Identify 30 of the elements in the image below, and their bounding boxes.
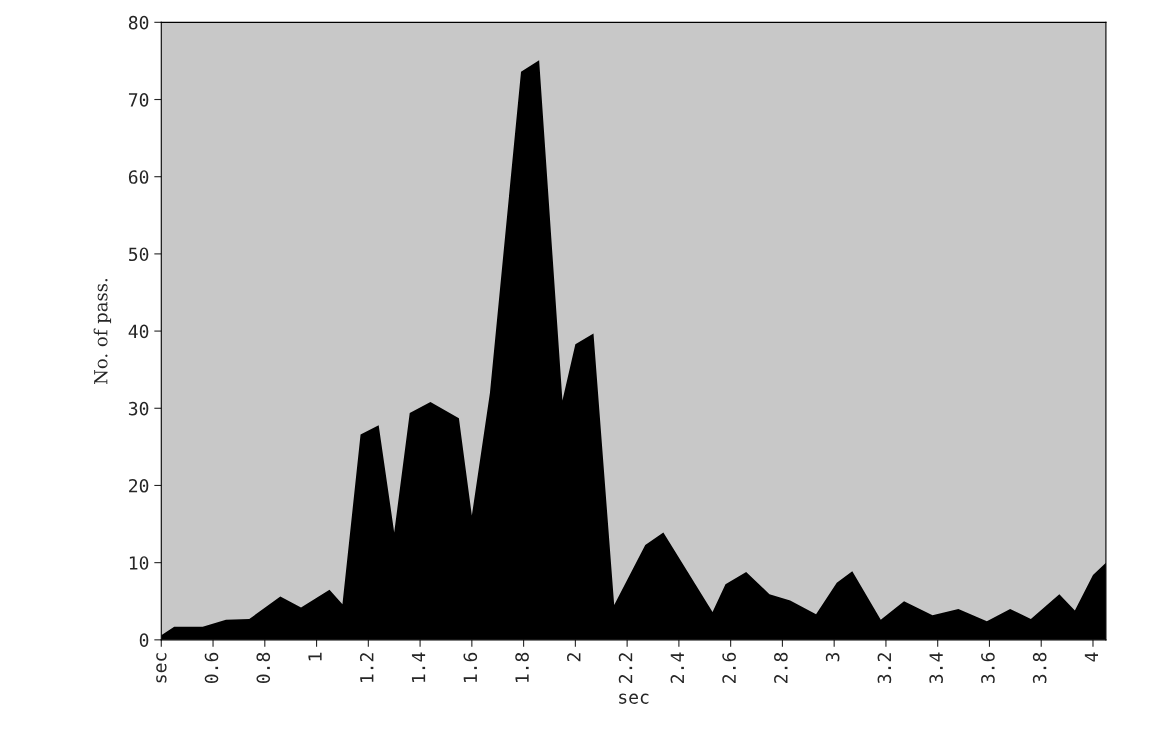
x-tick-label: 3 (825, 653, 840, 662)
x-tick-label: 1 (308, 652, 322, 661)
x-tick-label: 1.6 (463, 652, 478, 683)
y-tick-label: 40 (128, 324, 149, 339)
x-tick-label: 2.4 (670, 652, 684, 683)
x-tick-label: 2.6 (722, 652, 736, 683)
x-tick-label: 2.2 (618, 653, 633, 683)
x-axis-title: sec (619, 693, 649, 704)
x-tick-label: 3.6 (981, 652, 995, 684)
x-tick-label: 1.4 (411, 652, 426, 683)
x-tick-label: sec (156, 653, 167, 683)
x-tick-label: 0.8 (256, 652, 271, 684)
x-tick-label: 0.6 (204, 652, 219, 684)
x-tick-label: 3.4 (929, 652, 943, 684)
x-tick-label: 3.8 (1032, 652, 1047, 684)
y-tick-label: 60 (128, 170, 149, 184)
x-tick-label: 1.2 (359, 653, 374, 683)
y-tick-label: 50 (129, 247, 149, 262)
x-tick-label: 3.2 (877, 653, 892, 684)
y-tick-label: 80 (128, 15, 149, 30)
y-tick-label: 10 (129, 556, 149, 570)
y-tick-label: 70 (128, 93, 149, 107)
y-tick-label: 20 (129, 478, 149, 493)
x-tick-label: 2 (567, 653, 581, 662)
x-tick-label: 4 (1084, 652, 1099, 662)
y-tick-label: 30 (128, 401, 149, 416)
x-tick-label: 2.8 (774, 652, 788, 683)
y-axis-title: No. of pass. (93, 278, 112, 385)
x-tick-label: 1.8 (515, 652, 529, 683)
y-tick-label: 0 (139, 633, 149, 647)
